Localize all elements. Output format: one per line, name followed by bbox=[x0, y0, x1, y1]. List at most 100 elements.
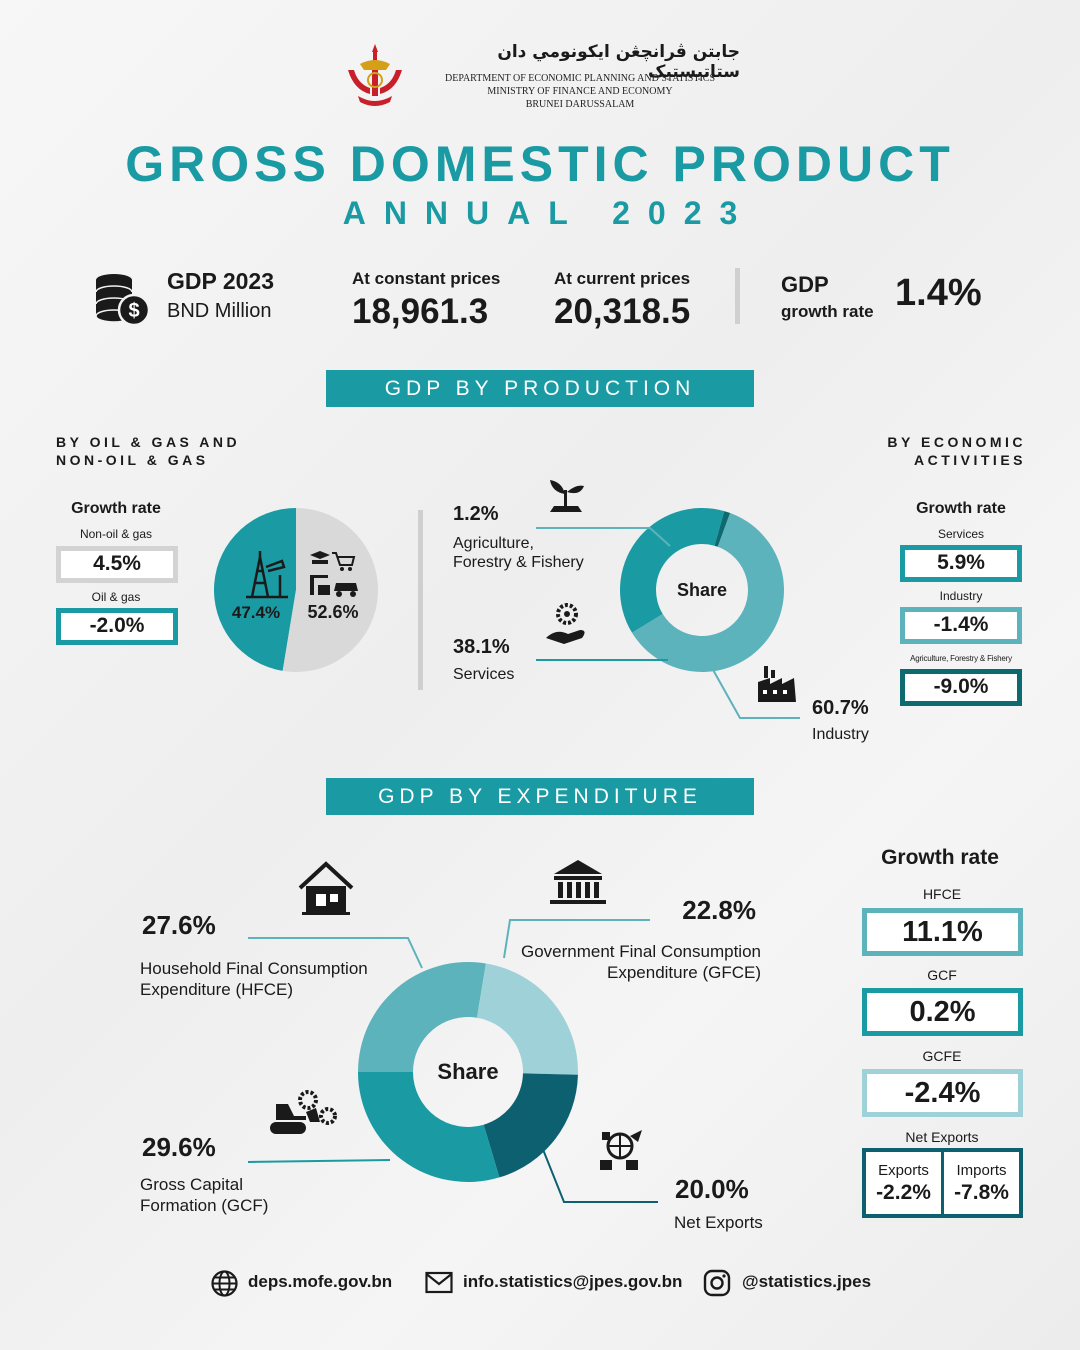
leader-line-hfce bbox=[248, 937, 423, 969]
gdp-growth-value: 1.4% bbox=[895, 272, 982, 314]
summary-divider bbox=[735, 268, 740, 324]
leader-line-agriculture bbox=[536, 527, 671, 547]
hand-gear-icon bbox=[546, 603, 585, 644]
oil-growth-label: Oil & gas bbox=[91, 590, 141, 604]
pie-label-oil: 47.4% bbox=[232, 603, 280, 622]
gcfe-growth-value: -2.4% bbox=[862, 1069, 1023, 1117]
department-name: DEPARTMENT OF ECONOMIC PLANNING AND STAT… bbox=[400, 72, 760, 111]
instagram-icon bbox=[703, 1269, 731, 1297]
donut-slice-services bbox=[620, 508, 725, 633]
economic-activities-donut-chart: Share 1.2% Agriculture, Forestry & Fishe… bbox=[453, 480, 869, 743]
department-name-jawi: جابتن ڤرانچڠن ايكونومي دان ستاتيستيک bbox=[497, 42, 740, 82]
leader-line-industry bbox=[711, 667, 800, 719]
leader-line-gcf bbox=[247, 1159, 391, 1163]
net-exports-share-label: Net Exports bbox=[674, 1213, 763, 1232]
hfce-share-pct: 27.6% bbox=[142, 910, 216, 940]
hfce-share-label-1: Household Final Consumption bbox=[140, 959, 368, 978]
gfce-share-pct: 22.8% bbox=[682, 895, 756, 925]
donut-slice-hfce bbox=[358, 962, 486, 1072]
economic-activities-heading-line-1: BY ECONOMIC bbox=[887, 434, 1026, 450]
government-building-icon bbox=[550, 860, 606, 904]
factory-icon bbox=[758, 666, 796, 702]
exports-growth-cell: Exports -2.2% bbox=[866, 1152, 944, 1214]
leader-line-net-exports bbox=[539, 1141, 658, 1203]
oil-gas-pie-chart: 47.4% 52.6% bbox=[213, 508, 378, 672]
agri-share-label-2: Forestry & Fishery bbox=[453, 554, 584, 571]
construction-gears-icon bbox=[270, 1090, 337, 1134]
dept-line-3: BRUNEI DARUSSALAM bbox=[525, 99, 635, 110]
oil-gas-growth-title: Growth rate bbox=[71, 500, 161, 517]
industry-growth-label: Industry bbox=[939, 589, 983, 603]
donut-center-label: Share bbox=[677, 580, 727, 600]
nonoil-growth-value: 4.5% bbox=[56, 546, 178, 583]
dept-line-1: DEPARTMENT OF ECONOMIC PLANNING AND STAT… bbox=[444, 73, 715, 84]
donut-slice-net-exports bbox=[483, 1073, 578, 1178]
oil-rig-icon bbox=[246, 551, 288, 599]
exports-growth-label: Exports bbox=[878, 1162, 929, 1179]
production-divider bbox=[418, 510, 423, 690]
current-prices-value: 20,318.5 bbox=[554, 292, 691, 331]
oil-growth-value: -2.0% bbox=[56, 608, 178, 645]
services-growth-label: Services bbox=[937, 527, 984, 541]
imports-growth-label: Imports bbox=[956, 1162, 1007, 1179]
house-icon bbox=[298, 861, 354, 915]
economic-activities-heading: BY ECONOMIC ACTIVITIES bbox=[800, 433, 1026, 469]
gcf-growth-value: 0.2% bbox=[862, 988, 1023, 1036]
dept-line-2: MINISTRY OF FINANCE AND ECONOMY bbox=[487, 86, 673, 97]
gcf-share-label-1: Gross Capital bbox=[140, 1175, 243, 1194]
website-link[interactable]: deps.mofe.gov.bn bbox=[248, 1272, 393, 1291]
donut-slice-gcf bbox=[358, 1072, 500, 1182]
exports-growth-value: -2.2% bbox=[876, 1181, 931, 1204]
economic-activities-heading-line-2: ACTIVITIES bbox=[913, 452, 1026, 468]
net-exports-share-pct: 20.0% bbox=[675, 1174, 749, 1204]
hfce-growth-label: HFCE bbox=[922, 886, 962, 902]
coins-dollar-icon: $ bbox=[95, 274, 151, 327]
activities-growth-title: Growth rate bbox=[916, 500, 1006, 517]
gdp-unit-label: BND Million bbox=[167, 300, 272, 322]
page-title: GROSS DOMESTIC PRODUCT bbox=[125, 136, 955, 192]
nonoil-growth-label: Non-oil & gas bbox=[79, 527, 153, 541]
pie-slice-oil-gas bbox=[213, 508, 296, 671]
imports-growth-cell: Imports -7.8% bbox=[944, 1152, 1019, 1214]
oil-gas-heading-line-1: BY OIL & GAS AND bbox=[56, 434, 241, 450]
trade-globe-icon bbox=[600, 1130, 642, 1170]
constant-prices-label: At constant prices bbox=[352, 269, 501, 288]
leader-line-gfce bbox=[503, 919, 650, 959]
agri-growth-label: Agriculture, Forestry & Fishery bbox=[910, 654, 1012, 663]
brunei-crest-icon bbox=[348, 44, 402, 106]
pie-label-nonoil: 52.6% bbox=[307, 602, 358, 622]
services-growth-value: 5.9% bbox=[900, 545, 1022, 582]
page-subtitle: ANNUAL 2023 bbox=[342, 195, 756, 231]
gcfe-growth-label: GCFE bbox=[922, 1048, 962, 1064]
industry-growth-value: -1.4% bbox=[900, 607, 1022, 644]
email-icon bbox=[425, 1271, 453, 1294]
agri-share-pct: 1.2% bbox=[453, 503, 499, 525]
current-prices-label: At current prices bbox=[554, 269, 691, 288]
hfce-share-label-2: Expenditure (HFCE) bbox=[140, 980, 293, 999]
instagram-link[interactable]: @statistics.jpes bbox=[742, 1272, 872, 1291]
donut-slice-gfce bbox=[476, 963, 578, 1075]
gcf-growth-label: GCF bbox=[927, 967, 957, 983]
imports-growth-value: -7.8% bbox=[954, 1181, 1009, 1204]
donut-slice-industry bbox=[632, 512, 784, 672]
services-share-label: Services bbox=[453, 666, 514, 683]
net-exports-growth-label: Net Exports bbox=[905, 1129, 979, 1145]
expenditure-donut-center-label: Share bbox=[437, 1059, 498, 1084]
email-link[interactable]: info.statistics@jpes.gov.bn bbox=[463, 1272, 683, 1291]
industry-share-label: Industry bbox=[812, 726, 869, 743]
expenditure-donut-chart: Share 27.6% Household Final Consumption bbox=[140, 860, 763, 1232]
gfce-share-label-2: Expenditure (GFCE) bbox=[607, 963, 761, 982]
globe-icon bbox=[211, 1270, 238, 1297]
non-oil-sectors-icon bbox=[310, 551, 358, 597]
oil-gas-heading: BY OIL & GAS AND NON-OIL & GAS bbox=[56, 433, 240, 469]
services-share-pct: 38.1% bbox=[453, 636, 510, 658]
gdp-year-label: GDP 2023 bbox=[167, 268, 274, 294]
production-banner: GDP BY PRODUCTION bbox=[326, 370, 754, 407]
gcf-share-pct: 29.6% bbox=[142, 1132, 216, 1162]
gdp-growth-label: GDP bbox=[781, 272, 829, 297]
agri-growth-value: -9.0% bbox=[900, 669, 1022, 706]
pie-slice-non-oil-gas bbox=[282, 508, 378, 672]
svg-text:$: $ bbox=[128, 300, 139, 322]
industry-share-pct: 60.7% bbox=[812, 697, 869, 719]
gcf-share-label-2: Formation (GCF) bbox=[140, 1196, 268, 1215]
